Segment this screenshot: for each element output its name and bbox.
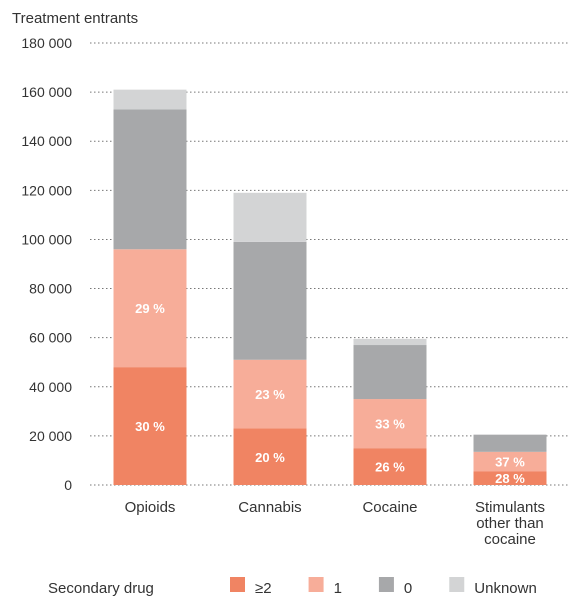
bar-segment [353, 345, 427, 400]
y-tick-label: 120 000 [21, 182, 72, 198]
legend: Secondary drug ≥2 1 0 Unknown [48, 577, 537, 597]
bar-segment [113, 109, 187, 250]
y-tick-label: 80 000 [29, 281, 72, 297]
x-axis: Opioids Cannabis Cocaine Stimulants other th… [125, 499, 545, 548]
x-tick-label: Opioids [125, 499, 176, 516]
legend-swatch [378, 577, 394, 592]
legend-item-label: 1 [334, 580, 342, 597]
bar-data-label: 28 % [495, 471, 525, 486]
bars: 30 % 29 % 20 % 23 % 26 % 33 % 28 %37 % [113, 89, 547, 486]
bar-data-label: 26 % [375, 460, 405, 475]
bar-segment [353, 399, 427, 449]
legend-swatch [308, 577, 324, 592]
bar-data-label: 37 % [495, 455, 525, 470]
y-axis-title: Treatment entrants [12, 10, 138, 27]
bar-data-label: 20 % [255, 450, 285, 465]
bar-segment [473, 451, 547, 472]
y-tick-label: 20 000 [29, 428, 72, 444]
bar-segment [353, 448, 427, 485]
legend-title: Secondary drug [48, 580, 154, 597]
bar-segment [233, 428, 307, 485]
bar-segment [473, 434, 547, 452]
legend-swatch [230, 577, 245, 592]
bar-segment [233, 359, 307, 429]
legend-item-label: 0 [404, 580, 412, 597]
bar-segment [233, 241, 307, 360]
y-axis: 0 20 000 40 000 60 000 80 000 100 000 120 000 1… [21, 35, 72, 493]
x-tick-label: Cocaine [362, 499, 417, 516]
bar-data-label: 23 % [255, 387, 285, 402]
bar-segment [113, 89, 187, 110]
bar-data-label: 29 % [135, 301, 165, 316]
y-tick-label: 0 [64, 477, 72, 493]
bar-segment [113, 249, 187, 368]
x-tick-label: Cannabis [238, 499, 301, 516]
x-tick-label: Stimulants other than cocaine [475, 499, 545, 548]
bar-segment [473, 471, 547, 485]
bar-segment [353, 338, 427, 346]
y-tick-label: 100 000 [21, 231, 72, 247]
legend-swatch [449, 577, 465, 592]
bar-data-label: 30 % [135, 419, 165, 434]
bar-segment [113, 367, 187, 485]
y-tick-label: 40 000 [29, 379, 72, 395]
legend-item-label: Unknown [474, 580, 537, 597]
bar-segment [233, 192, 307, 242]
y-tick-label: 180 000 [21, 35, 72, 51]
y-tick-label: 60 000 [29, 330, 72, 346]
bar-data-label: 33 % [375, 417, 405, 432]
y-tick-label: 140 000 [21, 133, 72, 149]
y-tick-label: 160 000 [21, 84, 72, 100]
legend-item-label: ≥2 [255, 580, 272, 597]
